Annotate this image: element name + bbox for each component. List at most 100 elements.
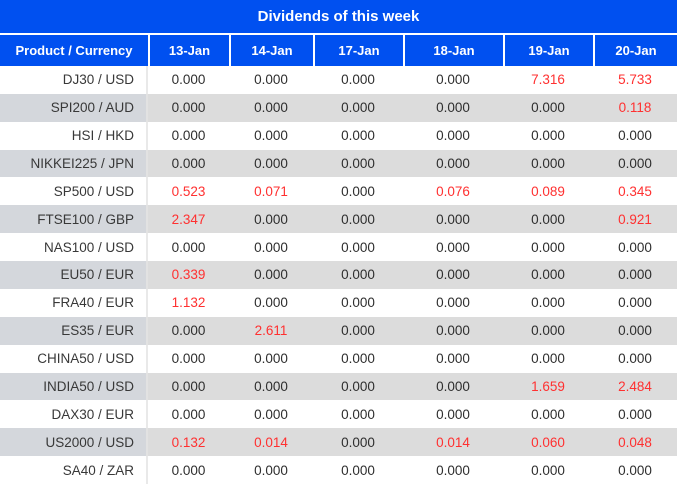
product-cell: DJ30 / USD (0, 66, 148, 94)
dividend-cell: 0.000 (436, 128, 470, 144)
dividend-cell: 0.000 (436, 211, 470, 227)
dividend-cell: 0.060 (531, 434, 565, 450)
dividend-cell: 0.000 (436, 72, 470, 88)
dividend-cell: 0.000 (341, 295, 375, 311)
dividend-cell: 0.000 (254, 156, 288, 172)
dividend-cell: 0.523 (171, 183, 206, 199)
dividend-cell: 0.339 (171, 267, 206, 283)
dividend-cell: 0.000 (531, 211, 565, 227)
table-row: NAS100 / USD 0.000 0.000 0.000 0.000 0.0… (0, 233, 677, 262)
table-row: SPI200 / AUD 0.000 0.000 0.000 0.000 0.0… (0, 93, 677, 122)
dividend-cell: 0.048 (618, 434, 652, 450)
dividend-cell: 0.000 (341, 100, 375, 116)
dividend-cell: 0.000 (254, 295, 288, 311)
dividend-cell: 0.000 (341, 211, 375, 227)
table-row: DAX30 / EUR 0.000 0.000 0.000 0.000 0.00… (0, 400, 677, 429)
dividend-cell: 0.000 (531, 239, 565, 255)
dividend-cell: 0.000 (254, 378, 288, 394)
dividend-cell: 0.089 (531, 183, 565, 199)
dividend-cell: 0.000 (618, 156, 652, 172)
product-cell: US2000 / USD (0, 428, 148, 457)
dividend-cell: 0.000 (171, 100, 206, 116)
product-cell: FTSE100 / GBP (0, 205, 148, 234)
column-header-date: 13-Jan (148, 35, 229, 66)
dividend-cell: 0.000 (341, 156, 375, 172)
dividend-cell: 0.000 (254, 462, 288, 478)
dividend-cell: 0.000 (171, 128, 206, 144)
table-row: EU50 / EUR 0.339 0.000 0.000 0.000 0.000… (0, 261, 677, 289)
dividend-cell: 2.484 (618, 378, 652, 394)
dividend-cell: 0.118 (618, 100, 652, 116)
product-cell: ES35 / EUR (0, 316, 148, 345)
dividend-cell: 0.014 (436, 434, 470, 450)
table-row: HSI / HKD 0.000 0.000 0.000 0.000 0.000 … (0, 121, 677, 150)
dividend-cell: 0.000 (436, 267, 470, 283)
table-row: DJ30 / USD 0.000 0.000 0.000 0.000 7.316… (0, 66, 677, 94)
dividend-cell: 0.000 (531, 156, 565, 172)
dividend-cell: 0.000 (436, 239, 470, 255)
dividend-cell: 0.132 (171, 434, 206, 450)
dividend-cell: 0.071 (254, 183, 288, 199)
table-row: ES35 / EUR 0.000 2.611 0.000 0.000 0.000… (0, 316, 677, 345)
dividend-cell: 0.000 (618, 128, 652, 144)
table-row: US2000 / USD 0.132 0.014 0.000 0.014 0.0… (0, 428, 677, 457)
product-cell: HSI / HKD (0, 121, 148, 150)
dividend-cell: 0.000 (618, 295, 652, 311)
dividend-cell: 0.000 (171, 462, 206, 478)
product-cell: SA40 / ZAR (0, 456, 148, 484)
product-cell: SP500 / USD (0, 177, 148, 206)
dividend-cell: 0.000 (436, 351, 470, 367)
dividend-cell: 0.000 (618, 239, 652, 255)
dividend-cell: 0.000 (254, 72, 288, 88)
dividend-cell: 0.000 (171, 72, 206, 88)
dividend-cell: 5.733 (618, 72, 652, 88)
column-header-date: 19-Jan (503, 35, 593, 66)
dividend-cell: 7.316 (531, 72, 565, 88)
dividend-cell: 0.000 (531, 462, 565, 478)
dividend-cell: 0.000 (341, 239, 375, 255)
column-header-date: 14-Jan (229, 35, 313, 66)
dividend-cell: 2.347 (171, 211, 206, 227)
dividend-cell: 0.000 (341, 406, 375, 422)
column-header-date: 17-Jan (313, 35, 403, 66)
dividend-cell: 0.000 (254, 406, 288, 422)
dividend-cell: 0.000 (254, 267, 288, 283)
table-body: DJ30 / USD 0.000 0.000 0.000 0.000 7.316… (0, 66, 677, 484)
dividend-cell: 0.000 (531, 128, 565, 144)
dividend-cell: 0.000 (171, 323, 206, 339)
dividend-cell: 0.000 (171, 406, 206, 422)
dividend-cell: 0.000 (254, 351, 288, 367)
product-cell: SPI200 / AUD (0, 93, 148, 122)
table-row: INDIA50 / USD 0.000 0.000 0.000 0.000 1.… (0, 372, 677, 401)
dividend-cell: 0.000 (531, 295, 565, 311)
dividend-cell: 0.000 (341, 72, 375, 88)
dividend-cell: 0.000 (618, 462, 652, 478)
dividend-cell: 0.000 (531, 267, 565, 283)
dividend-cell: 0.000 (618, 406, 652, 422)
table-row: SA40 / ZAR 0.000 0.000 0.000 0.000 0.000… (0, 456, 677, 484)
dividend-cell: 0.000 (341, 128, 375, 144)
product-cell: EU50 / EUR (0, 261, 148, 289)
dividend-cell: 0.000 (531, 323, 565, 339)
dividend-cell: 1.659 (531, 378, 565, 394)
product-cell: NIKKEI225 / JPN (0, 149, 148, 178)
table-title: Dividends of this week (0, 0, 677, 35)
dividend-cell: 1.132 (171, 295, 206, 311)
product-cell: NAS100 / USD (0, 233, 148, 262)
column-header-row: Product / Currency 13-Jan 14-Jan 17-Jan … (0, 35, 677, 66)
dividend-cell: 2.611 (254, 323, 288, 339)
dividend-cell: 0.000 (341, 351, 375, 367)
column-header-product: Product / Currency (15, 43, 133, 58)
dividend-cell: 0.076 (436, 183, 470, 199)
dividend-cell: 0.000 (618, 323, 652, 339)
column-header-date: 18-Jan (403, 35, 503, 66)
dividend-cell: 0.000 (254, 100, 288, 116)
dividend-cell: 0.000 (341, 462, 375, 478)
table-row: NIKKEI225 / JPN 0.000 0.000 0.000 0.000 … (0, 149, 677, 178)
product-cell: CHINA50 / USD (0, 344, 148, 373)
dividend-cell: 0.000 (254, 211, 288, 227)
table-row: SP500 / USD 0.523 0.071 0.000 0.076 0.08… (0, 177, 677, 206)
dividend-cell: 0.000 (341, 267, 375, 283)
dividend-cell: 0.000 (436, 323, 470, 339)
